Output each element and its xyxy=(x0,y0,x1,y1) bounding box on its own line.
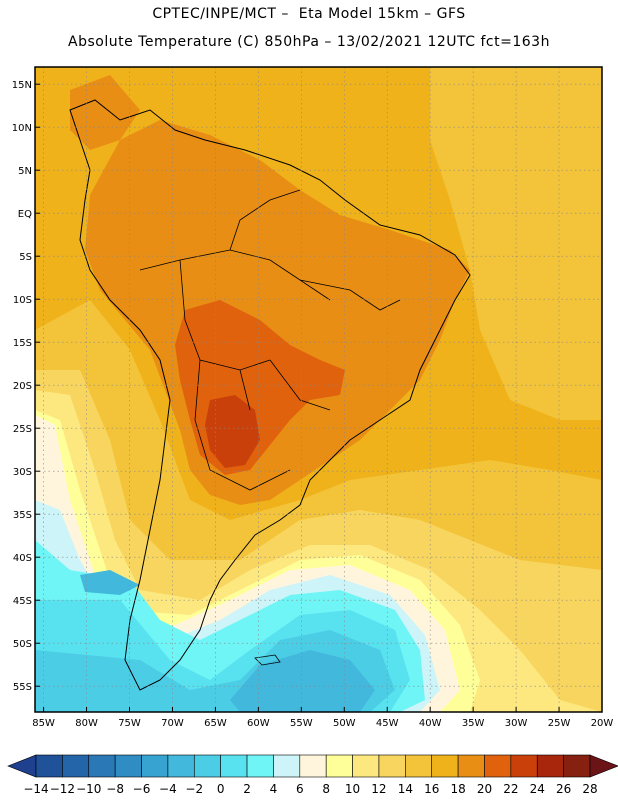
colorbar-segment xyxy=(193,754,221,778)
colorbar xyxy=(7,754,618,778)
latitude-axis: 15N 10N 5N EQ 5S 10S 15S 20S 25S 30S 35S 40S 45S 50S 5… xyxy=(12,80,40,693)
colorbar-label: 4 xyxy=(270,782,278,796)
colorbar-segment xyxy=(325,754,353,778)
lon-tick-label: 50W xyxy=(333,718,356,729)
colorbar-label: 20 xyxy=(477,782,492,796)
colorbar-segment xyxy=(536,754,564,778)
colorbar-label: −12 xyxy=(50,782,75,796)
colorbar-segment xyxy=(378,754,406,778)
temperature-field xyxy=(35,67,602,712)
colorbar-segment xyxy=(62,754,90,778)
colorbar-label: 2 xyxy=(243,782,251,796)
lat-tick-label: 15S xyxy=(13,338,32,349)
lon-tick-label: 30W xyxy=(505,718,528,729)
longitude-axis: 85W 80W 75W 70W 65W 60W 55W 50W 45W 40W 35W 30W 25W 2… xyxy=(32,707,613,729)
lat-tick-label: 25S xyxy=(13,424,32,435)
lon-tick-label: 45W xyxy=(376,718,399,729)
colorbar-max-triangle xyxy=(589,754,618,778)
colorbar-labels: −14 −12 −10 −8 −6 −4 −2 0 2 4 6 8 10 12 14 16 18 20 22 24 26… xyxy=(23,782,597,796)
colorbar-label: 10 xyxy=(345,782,360,796)
colorbar-segment xyxy=(431,754,459,778)
lon-tick-label: 25W xyxy=(548,718,571,729)
contour-0-2 xyxy=(230,650,375,712)
colorbar-label: −6 xyxy=(133,782,151,796)
colorbar-segment xyxy=(352,754,380,778)
lon-tick-label: 65W xyxy=(204,718,227,729)
lon-tick-label: 35W xyxy=(462,718,485,729)
colorbar-label: 22 xyxy=(503,782,518,796)
lat-tick-label: 40S xyxy=(13,553,32,564)
lat-tick-label: 50S xyxy=(13,639,32,650)
colorbar-segment xyxy=(220,754,248,778)
contour-24-26 xyxy=(205,395,260,468)
colorbar-label: −4 xyxy=(159,782,177,796)
colorbar-label: −10 xyxy=(76,782,101,796)
colorbar-segment xyxy=(484,754,512,778)
grid-lines xyxy=(35,67,602,712)
colorbar-label: 16 xyxy=(424,782,439,796)
colorbar-label: −8 xyxy=(106,782,124,796)
lon-tick-label: 80W xyxy=(75,718,98,729)
colorbar-label: 6 xyxy=(296,782,304,796)
colorbar-label: 14 xyxy=(398,782,413,796)
lon-tick-label: 60W xyxy=(247,718,270,729)
contour-20-22 xyxy=(85,120,470,505)
colorbar-segment xyxy=(405,754,433,778)
colorbar-segment xyxy=(563,754,591,778)
colorbar-segment xyxy=(510,754,538,778)
chart-title-line-2: Absolute Temperature (C) 850hPa – 13/02/… xyxy=(68,34,550,50)
contour-20-22-north xyxy=(70,75,140,150)
colorbar-segment xyxy=(273,754,301,778)
lon-tick-label: 85W xyxy=(32,718,55,729)
lat-tick-label: 20S xyxy=(13,381,32,392)
colorbar-segment xyxy=(246,754,274,778)
colorbar-segment xyxy=(141,754,169,778)
colorbar-segment xyxy=(299,754,327,778)
lat-tick-label: 10S xyxy=(13,295,32,306)
lat-tick-label: EQ xyxy=(18,209,32,220)
contour-cold-blob-left xyxy=(80,570,140,595)
falkland-islands xyxy=(254,654,281,666)
lon-tick-label: 70W xyxy=(161,718,184,729)
lon-tick-label: 20W xyxy=(591,718,614,729)
colorbar-min-triangle xyxy=(7,754,37,778)
colorbar-label: −2 xyxy=(185,782,203,796)
lat-tick-label: 35S xyxy=(13,510,32,521)
colorbar-label: 18 xyxy=(450,782,465,796)
lat-tick-label: 55S xyxy=(13,682,32,693)
map-frame xyxy=(34,66,603,713)
colorbar-label: 8 xyxy=(322,782,330,796)
colorbar-label: 26 xyxy=(556,782,571,796)
coastline-south-america xyxy=(69,99,471,691)
country-borders xyxy=(139,189,401,491)
lat-tick-label: 5N xyxy=(18,166,32,177)
lat-tick-label: 45S xyxy=(13,596,32,607)
lat-tick-label: 15N xyxy=(12,80,32,91)
lon-tick-label: 75W xyxy=(118,718,141,729)
chart-title-line-1: CPTEC/INPE/MCT – Eta Model 15km – GFS xyxy=(152,6,466,22)
colorbar-segment xyxy=(167,754,195,778)
lon-tick-label: 40W xyxy=(419,718,442,729)
colorbar-label: 12 xyxy=(371,782,386,796)
colorbar-segment xyxy=(457,754,485,778)
colorbar-segment xyxy=(88,754,116,778)
lat-tick-label: 5S xyxy=(19,252,32,263)
colorbar-label: 28 xyxy=(582,782,597,796)
colorbar-label: 24 xyxy=(530,782,545,796)
lat-tick-label: 30S xyxy=(13,467,32,478)
colorbar-label: 0 xyxy=(217,782,225,796)
colorbar-segment xyxy=(114,754,142,778)
colorbar-label: −14 xyxy=(23,782,48,796)
lat-tick-label: 10N xyxy=(12,123,32,134)
colorbar-segment xyxy=(35,754,63,778)
lon-tick-label: 55W xyxy=(290,718,313,729)
